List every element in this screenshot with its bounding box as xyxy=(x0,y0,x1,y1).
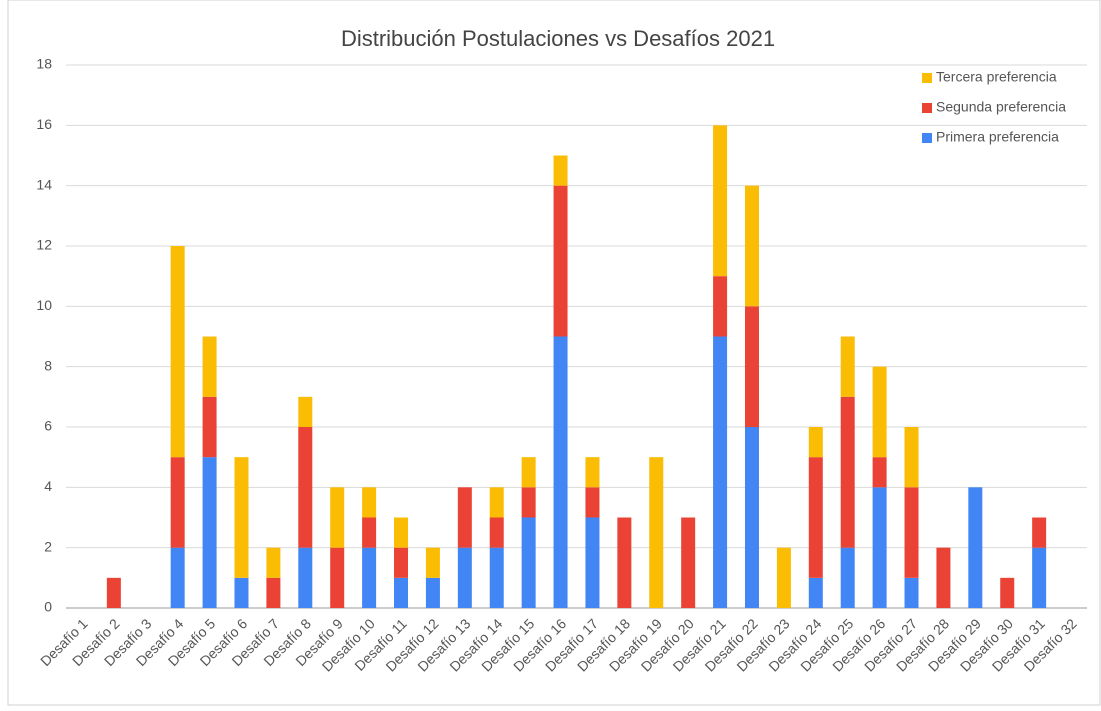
legend-label: Tercera preferencia xyxy=(936,69,1057,85)
y-tick-label: 8 xyxy=(44,357,52,373)
bar-segment xyxy=(904,427,919,488)
y-tick-label: 0 xyxy=(44,599,52,615)
bar-segment xyxy=(394,547,409,578)
bar-segment xyxy=(904,577,919,608)
bar-segment xyxy=(713,336,728,608)
bar-segment xyxy=(266,577,281,608)
bar-segment xyxy=(362,487,377,518)
bar-segment xyxy=(202,396,217,458)
bar-segment xyxy=(234,457,249,578)
bar-segment xyxy=(617,517,632,608)
bar-segment xyxy=(298,547,313,608)
bar-segment xyxy=(872,487,887,608)
bar-segment xyxy=(425,577,440,608)
bar-segment xyxy=(585,457,600,488)
bar-segment xyxy=(330,487,345,548)
y-tick-label: 4 xyxy=(44,478,52,494)
bar-segment xyxy=(106,577,121,608)
bar-segment xyxy=(808,577,823,608)
bar-segment xyxy=(840,396,855,548)
y-tick-label: 14 xyxy=(36,176,52,192)
bar-segment xyxy=(936,547,951,608)
bar-segment xyxy=(713,276,728,337)
bar-segment xyxy=(585,487,600,518)
bar-segment xyxy=(681,517,696,608)
bar-segment xyxy=(457,487,472,548)
bar-segment xyxy=(1032,547,1047,608)
bar-segment xyxy=(489,487,504,518)
y-tick-label: 12 xyxy=(36,237,52,253)
bar-segment xyxy=(425,547,440,578)
bar-segment xyxy=(553,185,568,337)
bar-segment xyxy=(362,517,377,548)
bar-segment xyxy=(872,457,887,488)
bar-segment xyxy=(904,487,919,578)
bar-segment xyxy=(1000,577,1015,608)
bar-segment xyxy=(744,427,759,608)
bar-segment xyxy=(553,336,568,608)
bar-segment xyxy=(298,427,313,548)
bar-segment xyxy=(202,457,217,608)
bar-segment xyxy=(521,487,536,518)
bar-segment xyxy=(808,457,823,578)
legend-swatch xyxy=(922,133,932,143)
bar-segment xyxy=(457,547,472,608)
legend-swatch xyxy=(922,73,932,83)
bar-segment xyxy=(840,336,855,397)
bar-segment xyxy=(394,577,409,608)
y-tick-label: 10 xyxy=(36,297,52,313)
bar-segment xyxy=(234,577,249,608)
bar-segment xyxy=(649,457,664,608)
bar-segment xyxy=(840,547,855,608)
bar-segment xyxy=(776,547,791,608)
y-tick-label: 16 xyxy=(36,116,52,132)
bar-segment xyxy=(713,125,728,277)
y-tick-label: 6 xyxy=(44,418,52,434)
bar-segment xyxy=(362,547,377,608)
bar-segment xyxy=(394,517,409,548)
bar-segment xyxy=(872,366,887,458)
legend-swatch xyxy=(922,103,932,113)
y-tick-label: 18 xyxy=(36,56,52,72)
chart-title: Distribución Postulaciones vs Desafíos 2… xyxy=(341,26,775,51)
bar-segment xyxy=(298,396,313,427)
bar-segment xyxy=(521,457,536,488)
bar-segment xyxy=(968,487,983,608)
legend-label: Segunda preferencia xyxy=(936,99,1066,115)
bar-segment xyxy=(744,306,759,427)
y-tick-label: 2 xyxy=(44,538,52,554)
bar-segment xyxy=(808,427,823,458)
bar-segment xyxy=(585,517,600,608)
bar-segment xyxy=(202,336,217,397)
bar-segment xyxy=(170,547,185,608)
bar-segment xyxy=(330,547,345,608)
legend-label: Primera preferencia xyxy=(936,129,1059,145)
bar-segment xyxy=(521,517,536,608)
bar-segment xyxy=(489,547,504,608)
bar-segment xyxy=(489,517,504,548)
bar-segment xyxy=(1032,517,1047,548)
bar-segment xyxy=(170,457,185,548)
bar-segment xyxy=(553,155,568,186)
bar-segment xyxy=(266,547,281,578)
bar-segment xyxy=(744,185,759,307)
bar-segment xyxy=(170,246,185,458)
